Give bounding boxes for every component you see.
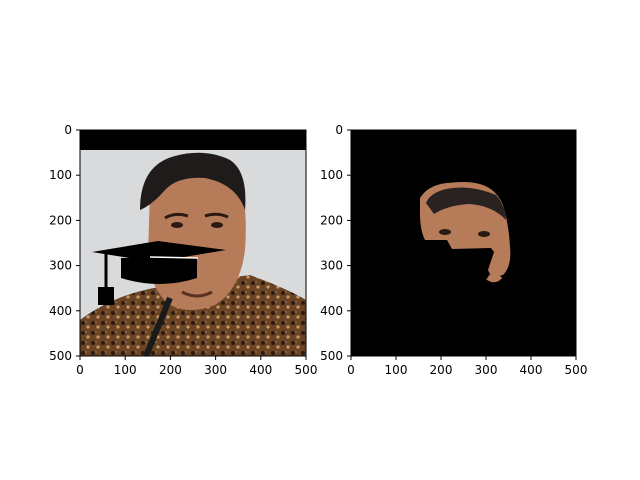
right-ytick-label: 400 [320, 304, 343, 318]
left-xtick-label: 400 [249, 363, 272, 377]
left-image [80, 130, 306, 356]
right-ytick-label: 500 [320, 349, 343, 363]
microphone [143, 296, 173, 356]
left-xtick-label: 300 [204, 363, 227, 377]
left-xtick-label: 100 [114, 363, 137, 377]
right-eye [211, 222, 223, 228]
right-xtick-label: 100 [385, 363, 408, 377]
left-eye [171, 222, 183, 228]
right-image [351, 130, 576, 356]
left-ytick-label: 400 [49, 304, 72, 318]
left-xtick-label: 0 [76, 363, 84, 377]
left-ytick-label: 300 [49, 259, 72, 273]
black-bar [80, 130, 306, 150]
right-ytick-label: 200 [320, 213, 343, 227]
right-ytick-label: 0 [335, 123, 343, 137]
left-xtick-label: 200 [159, 363, 182, 377]
right-axes-frame [350, 129, 577, 357]
left-xtick-label: 500 [295, 363, 318, 377]
shirt [80, 275, 306, 356]
graduation-cap [92, 241, 226, 305]
right-xtick-label: 400 [520, 363, 543, 377]
left-ytick-label: 100 [49, 168, 72, 182]
right-xtick-label: 500 [565, 363, 588, 377]
left-ytick-label: 500 [49, 349, 72, 363]
left-axes: 0 100 200 300 400 500 0 100 200 300 400 500 [49, 123, 317, 377]
left-axes-frame [79, 129, 307, 357]
left-ytick-label: 200 [49, 213, 72, 227]
right-xtick-label: 0 [347, 363, 355, 377]
right-xtick-label: 300 [475, 363, 498, 377]
right-ytick-label: 100 [320, 168, 343, 182]
left-ytick-label: 0 [64, 123, 72, 137]
right-axes: 0 100 200 300 400 500 0 100 200 300 400 500 [320, 123, 587, 377]
hair [140, 152, 246, 210]
right-ytick-label: 300 [320, 259, 343, 273]
right-xtick-label: 200 [430, 363, 453, 377]
